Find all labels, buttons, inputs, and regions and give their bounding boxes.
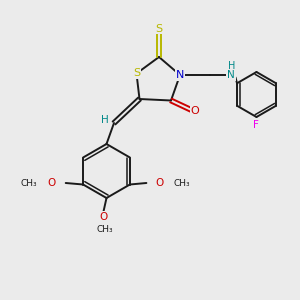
Text: N: N bbox=[176, 70, 184, 80]
Text: O: O bbox=[190, 106, 200, 116]
Text: S: S bbox=[133, 68, 140, 79]
Text: N: N bbox=[227, 70, 235, 80]
Text: O: O bbox=[99, 212, 108, 222]
Text: F: F bbox=[253, 120, 259, 130]
Text: H: H bbox=[100, 115, 108, 125]
Text: O: O bbox=[156, 178, 164, 188]
Text: S: S bbox=[155, 23, 163, 34]
Text: CH₃: CH₃ bbox=[21, 178, 38, 188]
Text: O: O bbox=[47, 178, 56, 188]
Text: H: H bbox=[228, 61, 235, 71]
Text: CH₃: CH₃ bbox=[174, 178, 190, 188]
Text: CH₃: CH₃ bbox=[97, 225, 113, 234]
